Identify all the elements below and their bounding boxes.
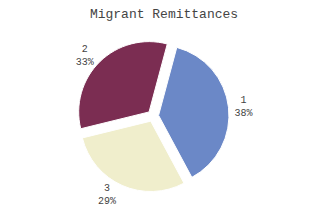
- svg-text:329%: 329%: [98, 183, 116, 207]
- svg-text:Migrant Remittances: Migrant Remittances: [90, 7, 238, 22]
- svg-text:138%: 138%: [234, 95, 252, 119]
- svg-text:233%: 233%: [76, 44, 94, 68]
